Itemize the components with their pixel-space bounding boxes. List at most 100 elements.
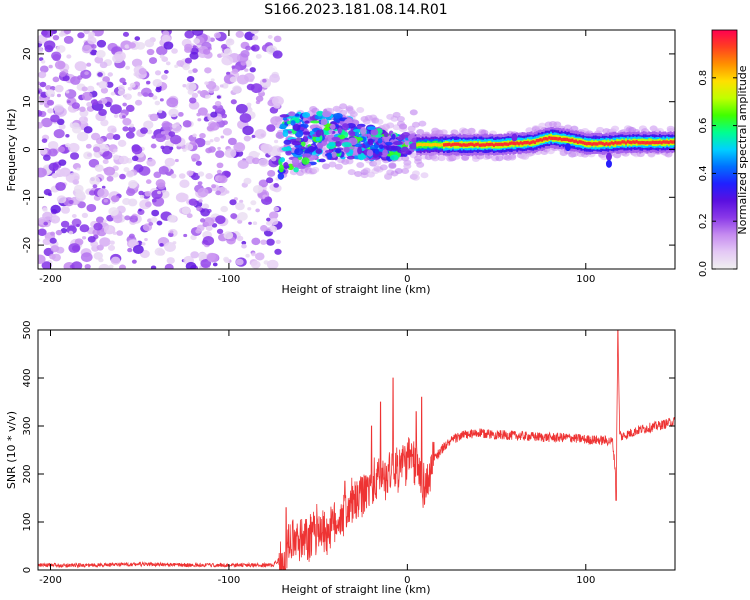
heatmap-cell bbox=[131, 58, 143, 68]
heatmap-cell bbox=[72, 179, 80, 185]
heatmap-cell bbox=[56, 93, 62, 98]
heatmap-cell bbox=[38, 71, 47, 79]
y-tick-label: 0 bbox=[22, 567, 33, 573]
spectrogram-y-axis: -20 -10 0 10 20 bbox=[22, 48, 675, 253]
heatmap-cell bbox=[471, 142, 474, 146]
heatmap-cell bbox=[204, 67, 212, 74]
heatmap-cell bbox=[414, 155, 423, 162]
heatmap-cell bbox=[119, 77, 126, 84]
heatmap-cell bbox=[416, 161, 425, 168]
heatmap-cell bbox=[151, 135, 156, 139]
colorbar-ticks: 0.0 0.2 0.4 0.6 0.8 bbox=[698, 70, 737, 277]
heatmap-cell bbox=[485, 142, 488, 146]
heatmap-cell bbox=[68, 199, 74, 205]
heatmap-cell bbox=[252, 184, 264, 194]
heatmap-cell bbox=[617, 141, 620, 145]
heatmap-cell bbox=[651, 140, 654, 144]
colorbar-tick-label: 0.8 bbox=[698, 70, 709, 86]
heatmap-cell bbox=[642, 141, 645, 145]
heatmap-cell bbox=[210, 111, 218, 118]
heatmap-cell bbox=[211, 184, 217, 189]
heatmap-cell bbox=[323, 126, 331, 131]
heatmap-cell bbox=[423, 142, 426, 147]
heatmap-cell bbox=[163, 41, 174, 50]
heatmap-cell bbox=[281, 146, 292, 152]
heatmap-cell bbox=[239, 199, 244, 204]
heatmap-cell bbox=[191, 172, 200, 181]
heatmap-cell bbox=[112, 154, 120, 160]
heatmap-cell bbox=[594, 142, 597, 146]
heatmap-cell bbox=[273, 102, 281, 109]
heatmap-cell bbox=[589, 141, 592, 146]
heatmap-cell bbox=[592, 142, 595, 146]
heatmap-cell bbox=[197, 118, 202, 122]
heatmap-cell bbox=[225, 38, 235, 46]
heatmap-cell bbox=[653, 140, 656, 145]
heatmap-cell bbox=[605, 141, 608, 146]
y-tick-label: 0 bbox=[22, 146, 33, 152]
heatmap-cell bbox=[247, 207, 252, 211]
heatmap-cell bbox=[243, 177, 252, 185]
heatmap-cell bbox=[102, 76, 111, 83]
heatmap-cell bbox=[182, 148, 187, 152]
heatmap-cell bbox=[77, 201, 86, 209]
heatmap-cell bbox=[439, 129, 448, 136]
heatmap-cell bbox=[286, 120, 292, 125]
heatmap-cell bbox=[155, 87, 162, 93]
heatmap-cell bbox=[573, 139, 576, 144]
heatmap-cell bbox=[535, 139, 538, 143]
heatmap-cell bbox=[92, 184, 98, 189]
heatmap-cell bbox=[47, 141, 59, 150]
heatmap-cell bbox=[125, 188, 136, 196]
y-tick-label: 500 bbox=[22, 320, 33, 339]
heatmap-cell bbox=[560, 137, 563, 142]
heatmap-cell bbox=[562, 137, 565, 141]
heatmap-cell bbox=[38, 167, 47, 178]
heatmap-cell bbox=[58, 123, 66, 130]
heatmap-cell bbox=[116, 230, 124, 236]
heatmap-cell bbox=[53, 128, 65, 139]
heatmap-cell bbox=[176, 60, 185, 67]
heatmap-cell bbox=[260, 143, 273, 154]
heatmap-cell bbox=[223, 231, 234, 240]
heatmap-cell bbox=[375, 118, 384, 125]
heatmap-cell bbox=[95, 216, 105, 224]
heatmap-cell bbox=[47, 108, 54, 114]
heatmap-cell bbox=[280, 157, 286, 163]
heatmap-cell bbox=[401, 167, 410, 174]
heatmap-cell bbox=[416, 128, 425, 135]
heatmap-cell bbox=[302, 111, 311, 118]
heatmap-cell bbox=[206, 252, 219, 263]
heatmap-cell bbox=[411, 121, 420, 128]
heatmap-cell bbox=[146, 158, 156, 167]
heatmap-cell bbox=[146, 48, 155, 56]
heatmap-cell bbox=[473, 143, 476, 148]
heatmap-cell bbox=[516, 141, 519, 145]
heatmap-cell bbox=[81, 44, 92, 54]
heatmap-cell bbox=[460, 143, 463, 147]
heatmap-cell bbox=[498, 142, 501, 147]
heatmap-cell bbox=[426, 142, 429, 147]
heatmap-cell bbox=[186, 170, 194, 177]
heatmap-cell bbox=[607, 142, 610, 146]
heatmap-cell bbox=[255, 95, 264, 102]
heatmap-cell bbox=[223, 48, 233, 56]
heatmap-cell bbox=[598, 141, 601, 145]
heatmap-cell bbox=[119, 173, 126, 180]
heatmap-cell bbox=[274, 248, 282, 255]
heatmap-cell bbox=[148, 57, 158, 64]
heatmap-cell bbox=[537, 138, 540, 143]
heatmap-cell bbox=[86, 203, 97, 213]
heatmap-cell bbox=[334, 163, 343, 170]
heatmap-cell bbox=[341, 141, 352, 148]
heatmap-cell bbox=[198, 252, 208, 261]
y-tick-label: -20 bbox=[22, 237, 33, 253]
heatmap-cell bbox=[112, 148, 118, 153]
heatmap-cell bbox=[462, 143, 465, 147]
heatmap-cell bbox=[244, 68, 249, 72]
heatmap-cell bbox=[532, 140, 535, 144]
heatmap-cell bbox=[150, 143, 157, 149]
heatmap-cell bbox=[223, 258, 230, 264]
heatmap-cell bbox=[154, 247, 165, 256]
heatmap-cell bbox=[443, 143, 445, 147]
